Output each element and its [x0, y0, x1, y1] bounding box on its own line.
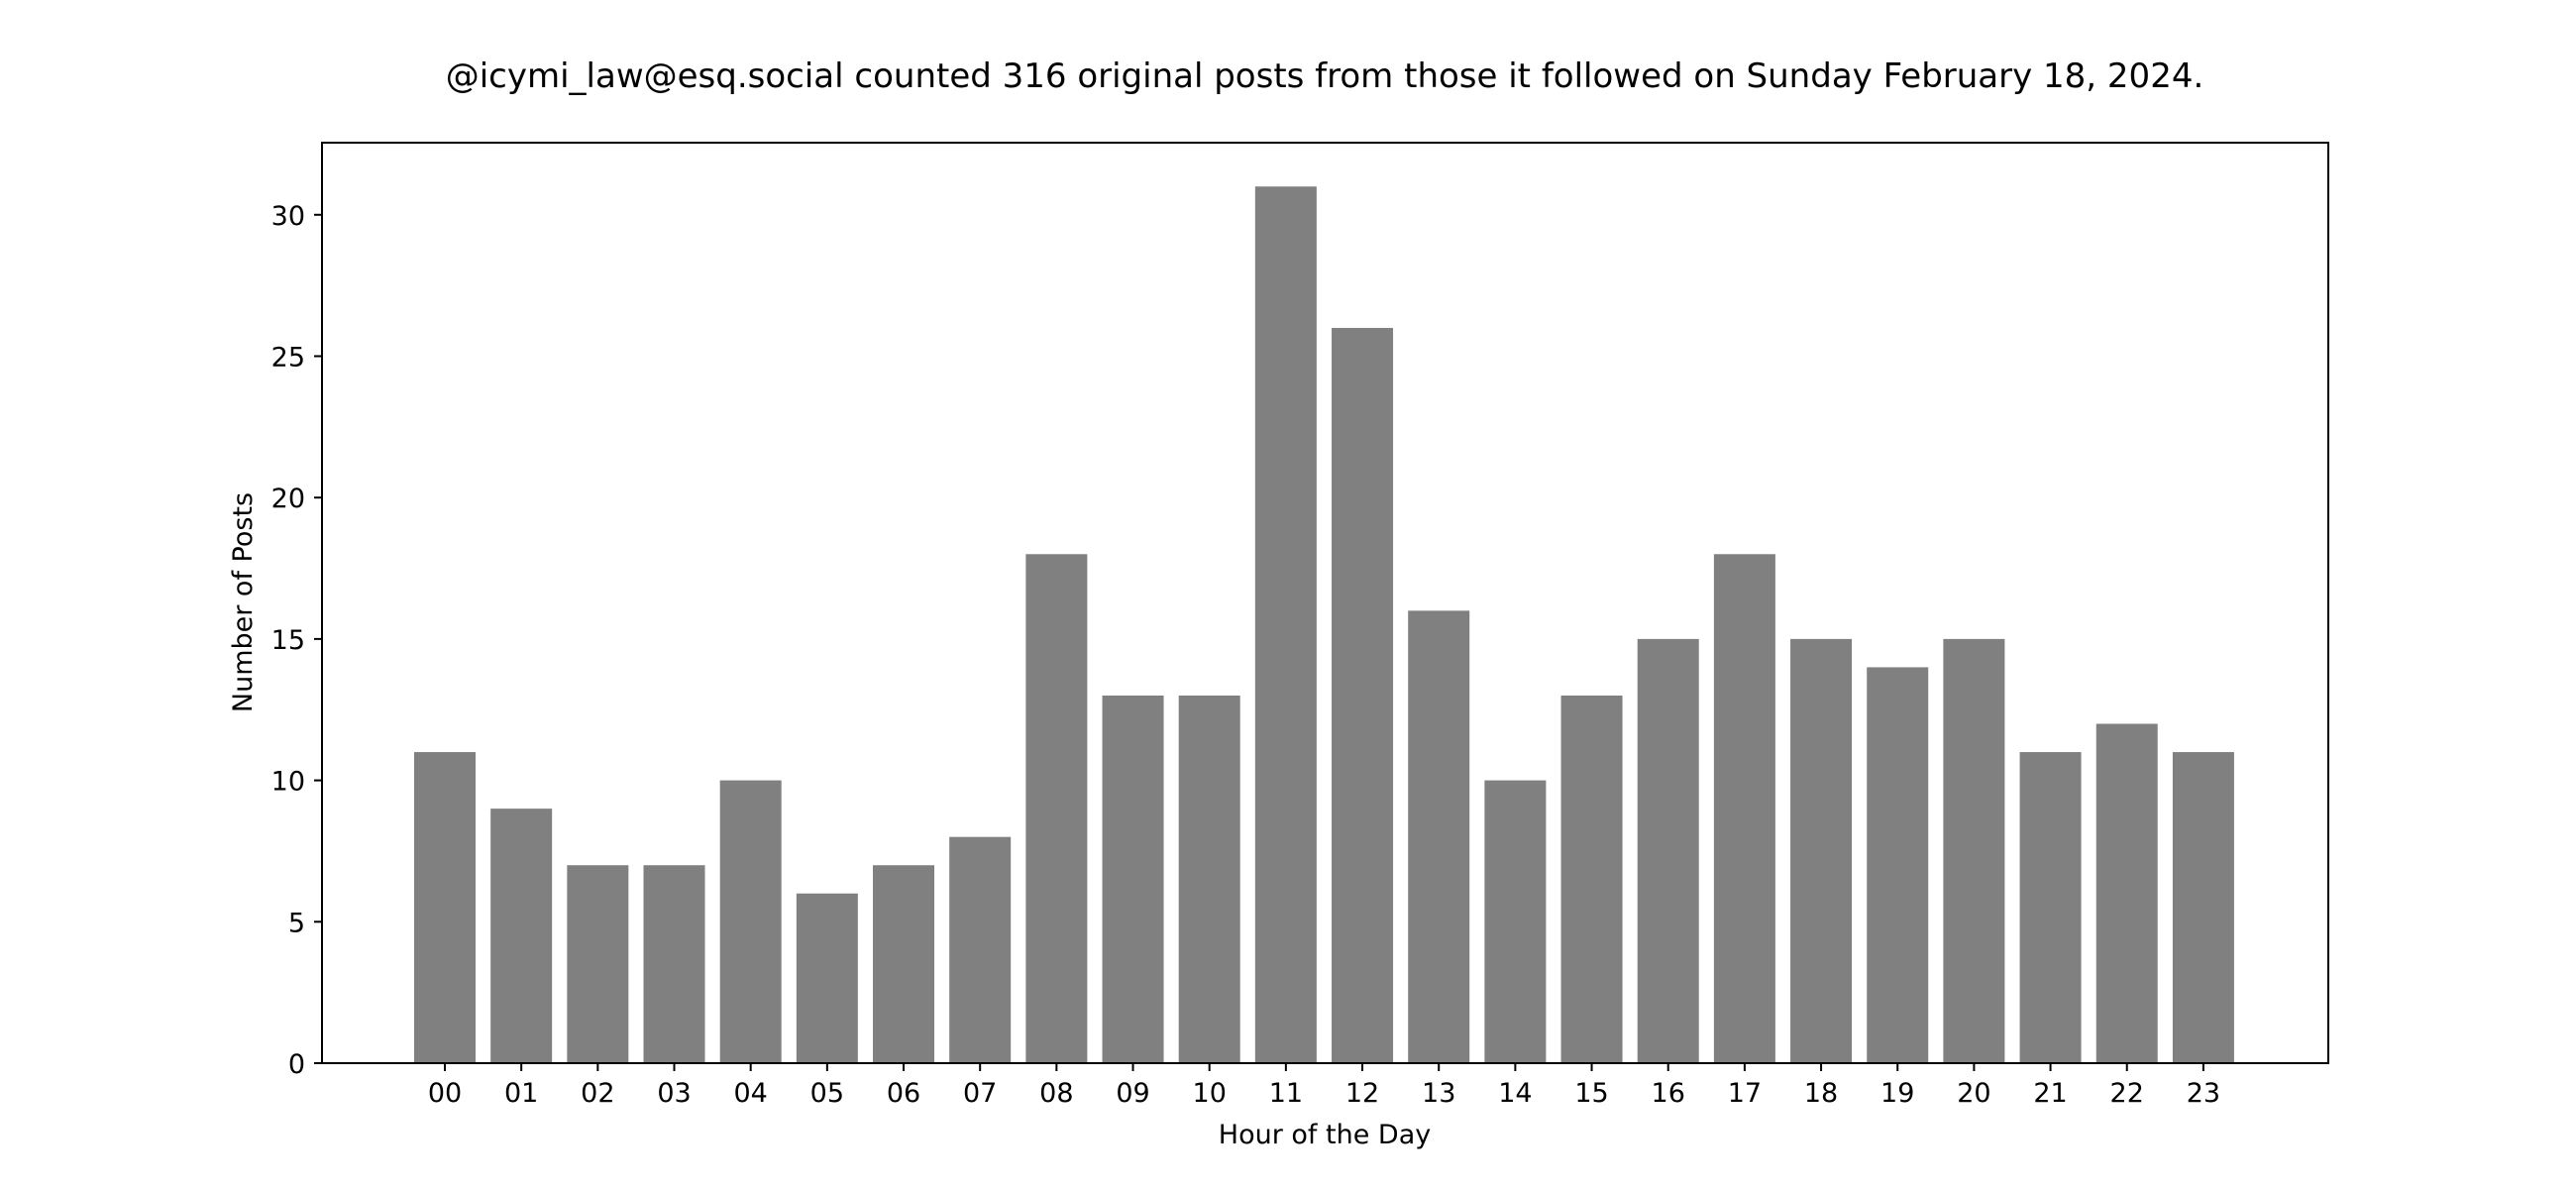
bar-hour-03 — [643, 865, 705, 1063]
bar-hour-17 — [1713, 554, 1775, 1063]
bar-hour-06 — [873, 865, 935, 1063]
bar-hour-16 — [1637, 638, 1699, 1063]
y-tick-label: 30 — [271, 201, 305, 232]
x-tick-label: 02 — [581, 1078, 614, 1109]
x-tick-label: 07 — [963, 1078, 997, 1109]
x-tick-label: 21 — [2033, 1078, 2067, 1109]
x-tick-label: 11 — [1269, 1078, 1303, 1109]
bar-hour-18 — [1790, 638, 1853, 1063]
y-tick-label: 10 — [271, 767, 305, 798]
bar-hour-13 — [1408, 610, 1470, 1063]
y-tick-label: 5 — [288, 908, 305, 938]
x-tick-label: 10 — [1193, 1078, 1227, 1109]
bar-hour-01 — [490, 809, 553, 1063]
bar-hour-00 — [414, 752, 476, 1063]
bar-hour-09 — [1102, 695, 1164, 1063]
x-tick-label: 14 — [1498, 1078, 1532, 1109]
x-tick-label: 16 — [1652, 1078, 1685, 1109]
x-tick-label: 04 — [734, 1078, 768, 1109]
bar-hour-21 — [2019, 752, 2082, 1063]
x-tick-label: 03 — [657, 1078, 691, 1109]
bar-hour-12 — [1332, 327, 1394, 1063]
plot-frame — [321, 142, 2329, 1064]
bar-hour-07 — [949, 836, 1012, 1063]
y-tick-label: 15 — [271, 625, 305, 656]
x-tick-label: 01 — [504, 1078, 538, 1109]
bar-hour-10 — [1178, 695, 1240, 1063]
y-axis: 0 5 10 15 20 25 30 — [271, 201, 322, 1080]
x-tick-label: 23 — [2187, 1078, 2220, 1109]
bar-hour-11 — [1254, 186, 1317, 1064]
bar-hour-22 — [2095, 723, 2158, 1063]
x-tick-label: 18 — [1804, 1078, 1838, 1109]
y-axis-label: Number of Posts — [228, 492, 259, 712]
bar-hour-23 — [2172, 752, 2234, 1063]
x-tick-label: 12 — [1345, 1078, 1379, 1109]
bar-hour-15 — [1560, 695, 1623, 1063]
bar-hour-05 — [796, 893, 858, 1063]
bar-hour-08 — [1025, 554, 1088, 1063]
bar-hour-04 — [719, 780, 782, 1063]
x-tick-label: 15 — [1574, 1078, 1608, 1109]
bars-group — [414, 186, 2234, 1064]
x-tick-label: 19 — [1880, 1078, 1914, 1109]
x-tick-label: 17 — [1728, 1078, 1762, 1109]
bar-hour-20 — [1943, 638, 2005, 1063]
y-tick-label: 0 — [288, 1049, 305, 1080]
x-tick-label: 09 — [1116, 1078, 1149, 1109]
y-tick-label: 20 — [271, 484, 305, 514]
chart-title: @icymi_law@esq.social counted 316 origin… — [446, 56, 2204, 96]
bar-hour-14 — [1484, 780, 1547, 1063]
x-tick-label: 13 — [1422, 1078, 1455, 1109]
bar-hour-19 — [1867, 667, 1929, 1063]
x-tick-label: 00 — [428, 1078, 462, 1109]
bar-hour-02 — [567, 865, 629, 1063]
x-axis: 00 01 02 03 04 05 06 07 08 09 10 11 12 13 14 15 16 17 18 19… — [428, 1063, 2220, 1109]
y-tick-label: 25 — [271, 342, 305, 373]
x-tick-label: 05 — [810, 1078, 844, 1109]
x-axis-label: Hour of the Day — [1219, 1120, 1431, 1150]
x-tick-label: 22 — [2110, 1078, 2144, 1109]
x-tick-label: 06 — [887, 1078, 920, 1109]
x-tick-label: 20 — [1957, 1078, 1990, 1109]
x-tick-label: 08 — [1039, 1078, 1073, 1109]
